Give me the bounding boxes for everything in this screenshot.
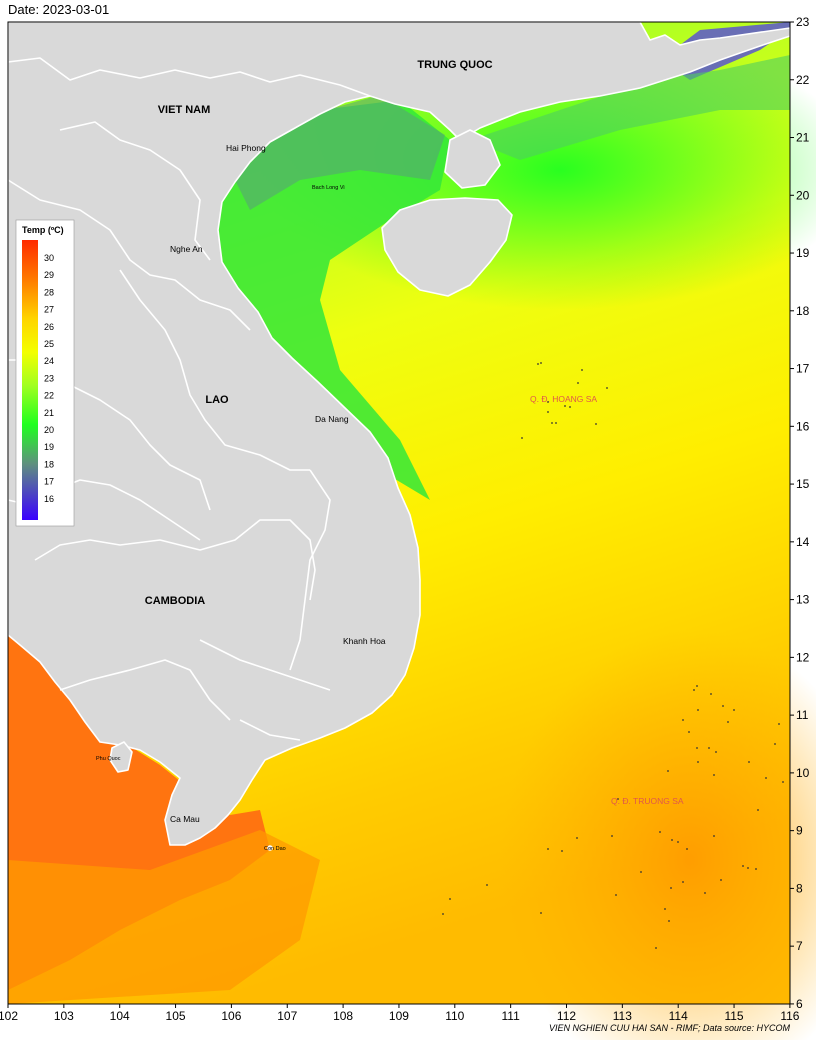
place-label-da-nang: Da Nang [315,414,349,424]
x-tick-label: 114 [669,1009,688,1023]
warm-pool-southeast [500,630,816,1040]
x-axis: 102 103 104 105 106 107 108 109 110 111 112 113 114 1… [0,1004,800,1023]
legend-label: 20 [44,425,54,435]
legend-label: 25 [44,339,54,349]
x-tick-label: 108 [333,1009,353,1023]
place-label-bach-long-vi: Bach Long Vi [312,185,345,191]
y-tick-label: 18 [796,304,810,318]
y-tick-label: 19 [796,246,810,260]
y-tick-label: 17 [796,362,810,376]
legend-label: 29 [44,270,54,280]
y-tick-label: 10 [796,766,810,780]
y-axis: 23 22 21 20 19 18 17 16 15 14 13 12 11 10 9 8 7 6 [790,15,810,1011]
mainland [7,21,791,846]
x-tick-label: 113 [613,1009,632,1023]
country-label-viet-nam: VIET NAM [158,104,211,116]
southwest-shelf [8,830,320,1004]
place-label-khanh-hoa: Khanh Hoa [343,636,386,646]
temperature-legend: Temp (ºC) 30 29 28 27 26 25 24 23 22 21 20 19 18 17 16 [15,219,75,527]
legend-label: 30 [44,253,54,263]
y-tick-label: 20 [796,188,810,202]
y-tick-label: 15 [796,477,810,491]
place-label-ca-mau: Ca Mau [170,814,200,824]
y-tick-label: 21 [796,131,810,145]
legend-label: 23 [44,373,54,383]
place-label-nghe-an: Nghe An [170,244,203,254]
country-label-cambodia: CAMBODIA [145,595,206,607]
x-tick-label: 102 [0,1009,18,1023]
hainan-island [381,197,513,297]
legend-label: 27 [44,305,54,315]
archipelago-label-hoang-sa: Q. Đ. HOANG SA [530,394,597,404]
x-tick-label: 103 [54,1009,74,1023]
y-tick-label: 23 [796,15,810,29]
y-tick-label: 11 [796,708,809,722]
x-tick-label: 116 [780,1009,799,1023]
x-tick-label: 111 [502,1009,521,1023]
country-label-trung-quoc: TRUNG QUOC [417,59,492,71]
x-tick-label: 107 [277,1009,297,1023]
place-label-phu-quoc: Phu Quoc [96,756,121,762]
legend-label: 16 [44,494,54,504]
legend-label: 18 [44,459,54,469]
legend-title: Temp (ºC) [22,225,64,235]
y-tick-label: 9 [796,824,803,838]
x-tick-label: 110 [445,1009,464,1023]
x-tick-label: 115 [724,1009,743,1023]
y-tick-label: 16 [796,419,810,433]
legend-label: 26 [44,322,54,332]
leizhou-peninsula [444,129,501,189]
coastal-cool-band [215,100,450,500]
place-label-hai-phong: Hai Phong [226,143,266,153]
legend-labels: 30 29 28 27 26 25 24 23 22 21 20 19 18 17 16 [44,253,54,504]
y-tick-label: 6 [796,997,803,1011]
legend-colorbar [22,240,38,520]
legend-label: 17 [44,477,54,487]
con-dao-island [267,845,273,851]
legend-label: 22 [44,391,54,401]
china-coast-cool [470,55,790,160]
archipelago-label-truong-sa: Q. Đ. TRUONG SA [611,796,684,806]
y-tick-label: 14 [796,535,810,549]
x-tick-label: 106 [221,1009,241,1023]
phu-quoc-island [109,741,133,773]
place-label-con-dao: Con Dao [264,846,286,852]
source-credit: VIEN NGHIEN CUU HAI SAN - RIMF; Data sou… [548,1023,790,1033]
legend-label: 19 [44,442,54,452]
y-tick-label: 7 [796,939,803,953]
hoang-sa-islets [521,362,608,439]
legend-label: 24 [44,356,54,366]
y-tick-label: 8 [796,881,803,895]
x-tick-label: 105 [166,1009,186,1023]
country-label-lao: LAO [205,394,229,406]
x-tick-label: 109 [389,1009,409,1023]
truong-sa-islets [442,685,784,949]
y-tick-label: 12 [796,650,810,664]
x-tick-label: 104 [110,1009,130,1023]
legend-label: 21 [44,408,54,418]
date-label: Date: 2023-03-01 [8,2,110,17]
y-tick-label: 13 [796,593,810,607]
x-tick-label: 112 [557,1009,576,1023]
legend-label: 28 [44,287,54,297]
land [7,21,791,851]
y-tick-label: 22 [796,73,810,87]
